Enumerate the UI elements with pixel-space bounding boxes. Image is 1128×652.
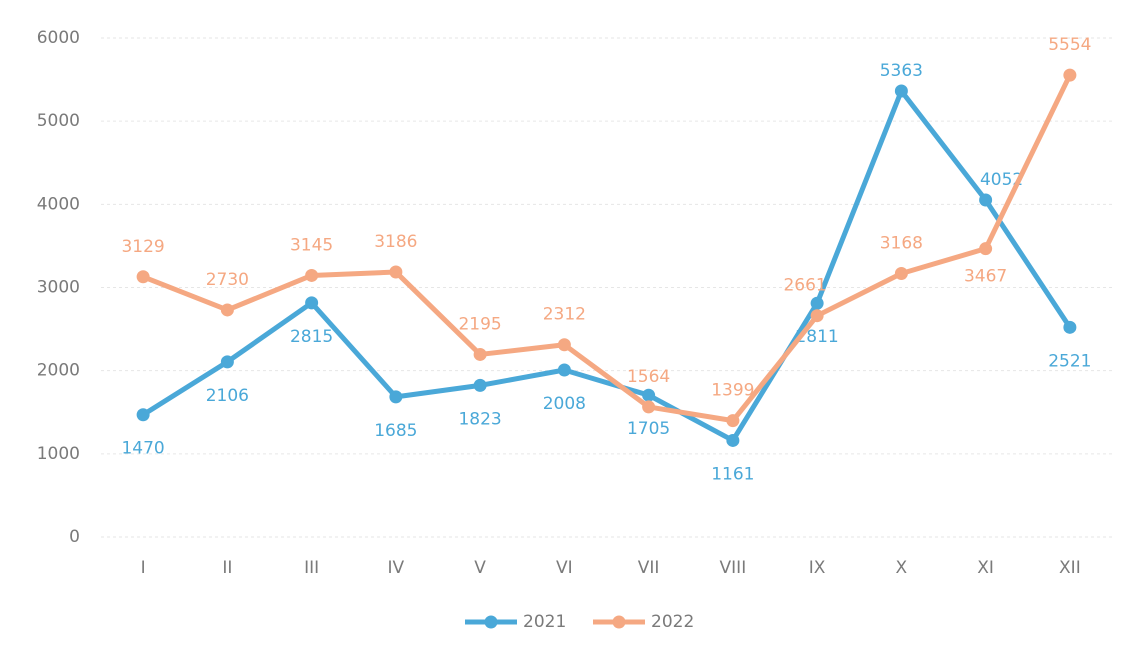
data-label: 2521 [1048,351,1091,371]
data-label: 5363 [880,61,923,81]
data-label: 2195 [458,314,501,334]
point [894,84,908,98]
point [557,363,571,377]
data-label: 3467 [964,267,1007,287]
point [136,270,150,284]
point [810,309,824,323]
x-tick-label: IX [809,558,826,578]
point [642,400,656,414]
x-tick-label: X [896,558,908,578]
point [220,355,234,369]
y-tick-label: 6000 [37,28,80,48]
y-tick-label: 0 [69,527,80,547]
y-tick-label: 1000 [37,444,80,464]
data-label: 2106 [206,386,249,406]
data-label: 1399 [711,381,754,401]
legend-marker [484,615,498,629]
y-tick-label: 4000 [37,194,80,214]
data-label: 3129 [121,237,164,257]
legend-label: 2022 [651,612,694,632]
point [305,296,319,310]
data-label: 1470 [121,439,164,459]
point [979,193,993,207]
legend-label: 2021 [523,612,566,632]
point [979,242,993,256]
x-tick-label: V [474,558,486,578]
x-tick-label: IV [388,558,405,578]
x-tick-label: I [141,558,146,578]
data-label: 3145 [290,235,333,255]
point [473,378,487,392]
point [726,414,740,428]
data-label: 2815 [290,327,333,347]
x-tick-label: VII [638,558,660,578]
x-tick-label: VI [556,558,573,578]
data-label: 2661 [783,276,826,296]
legend-marker [612,615,626,629]
point [557,338,571,352]
point [1063,320,1077,334]
y-tick-label: 3000 [37,278,80,298]
series-line [142,74,1073,424]
point [305,268,319,282]
data-label: 3186 [374,232,417,252]
data-label: 2730 [206,270,249,290]
point [726,433,740,447]
data-label: 5554 [1048,35,1091,55]
data-label: 3168 [880,234,923,254]
x-tick-label: XI [977,558,994,578]
x-tick-label: XII [1059,558,1081,578]
data-label: 4052 [980,170,1023,190]
point [642,388,656,402]
x-tick-label: III [304,558,319,578]
data-label: 2008 [543,394,586,414]
point [473,347,487,361]
point [1063,68,1077,82]
data-label: 1564 [627,367,670,387]
point [894,267,908,281]
data-label: 1823 [458,409,501,429]
point [810,296,824,310]
series-line [141,88,1072,443]
data-label: 1705 [627,419,670,439]
data-label: 1685 [374,421,417,441]
point [136,408,150,422]
point [220,303,234,317]
y-tick-label: 5000 [37,111,80,131]
point [389,265,403,279]
y-tick-label: 2000 [37,361,80,381]
data-label: 1161 [711,464,754,484]
x-tick-label: VIII [720,558,747,578]
x-tick-label: II [222,558,232,578]
data-label: 2312 [543,305,586,325]
point [389,390,403,404]
